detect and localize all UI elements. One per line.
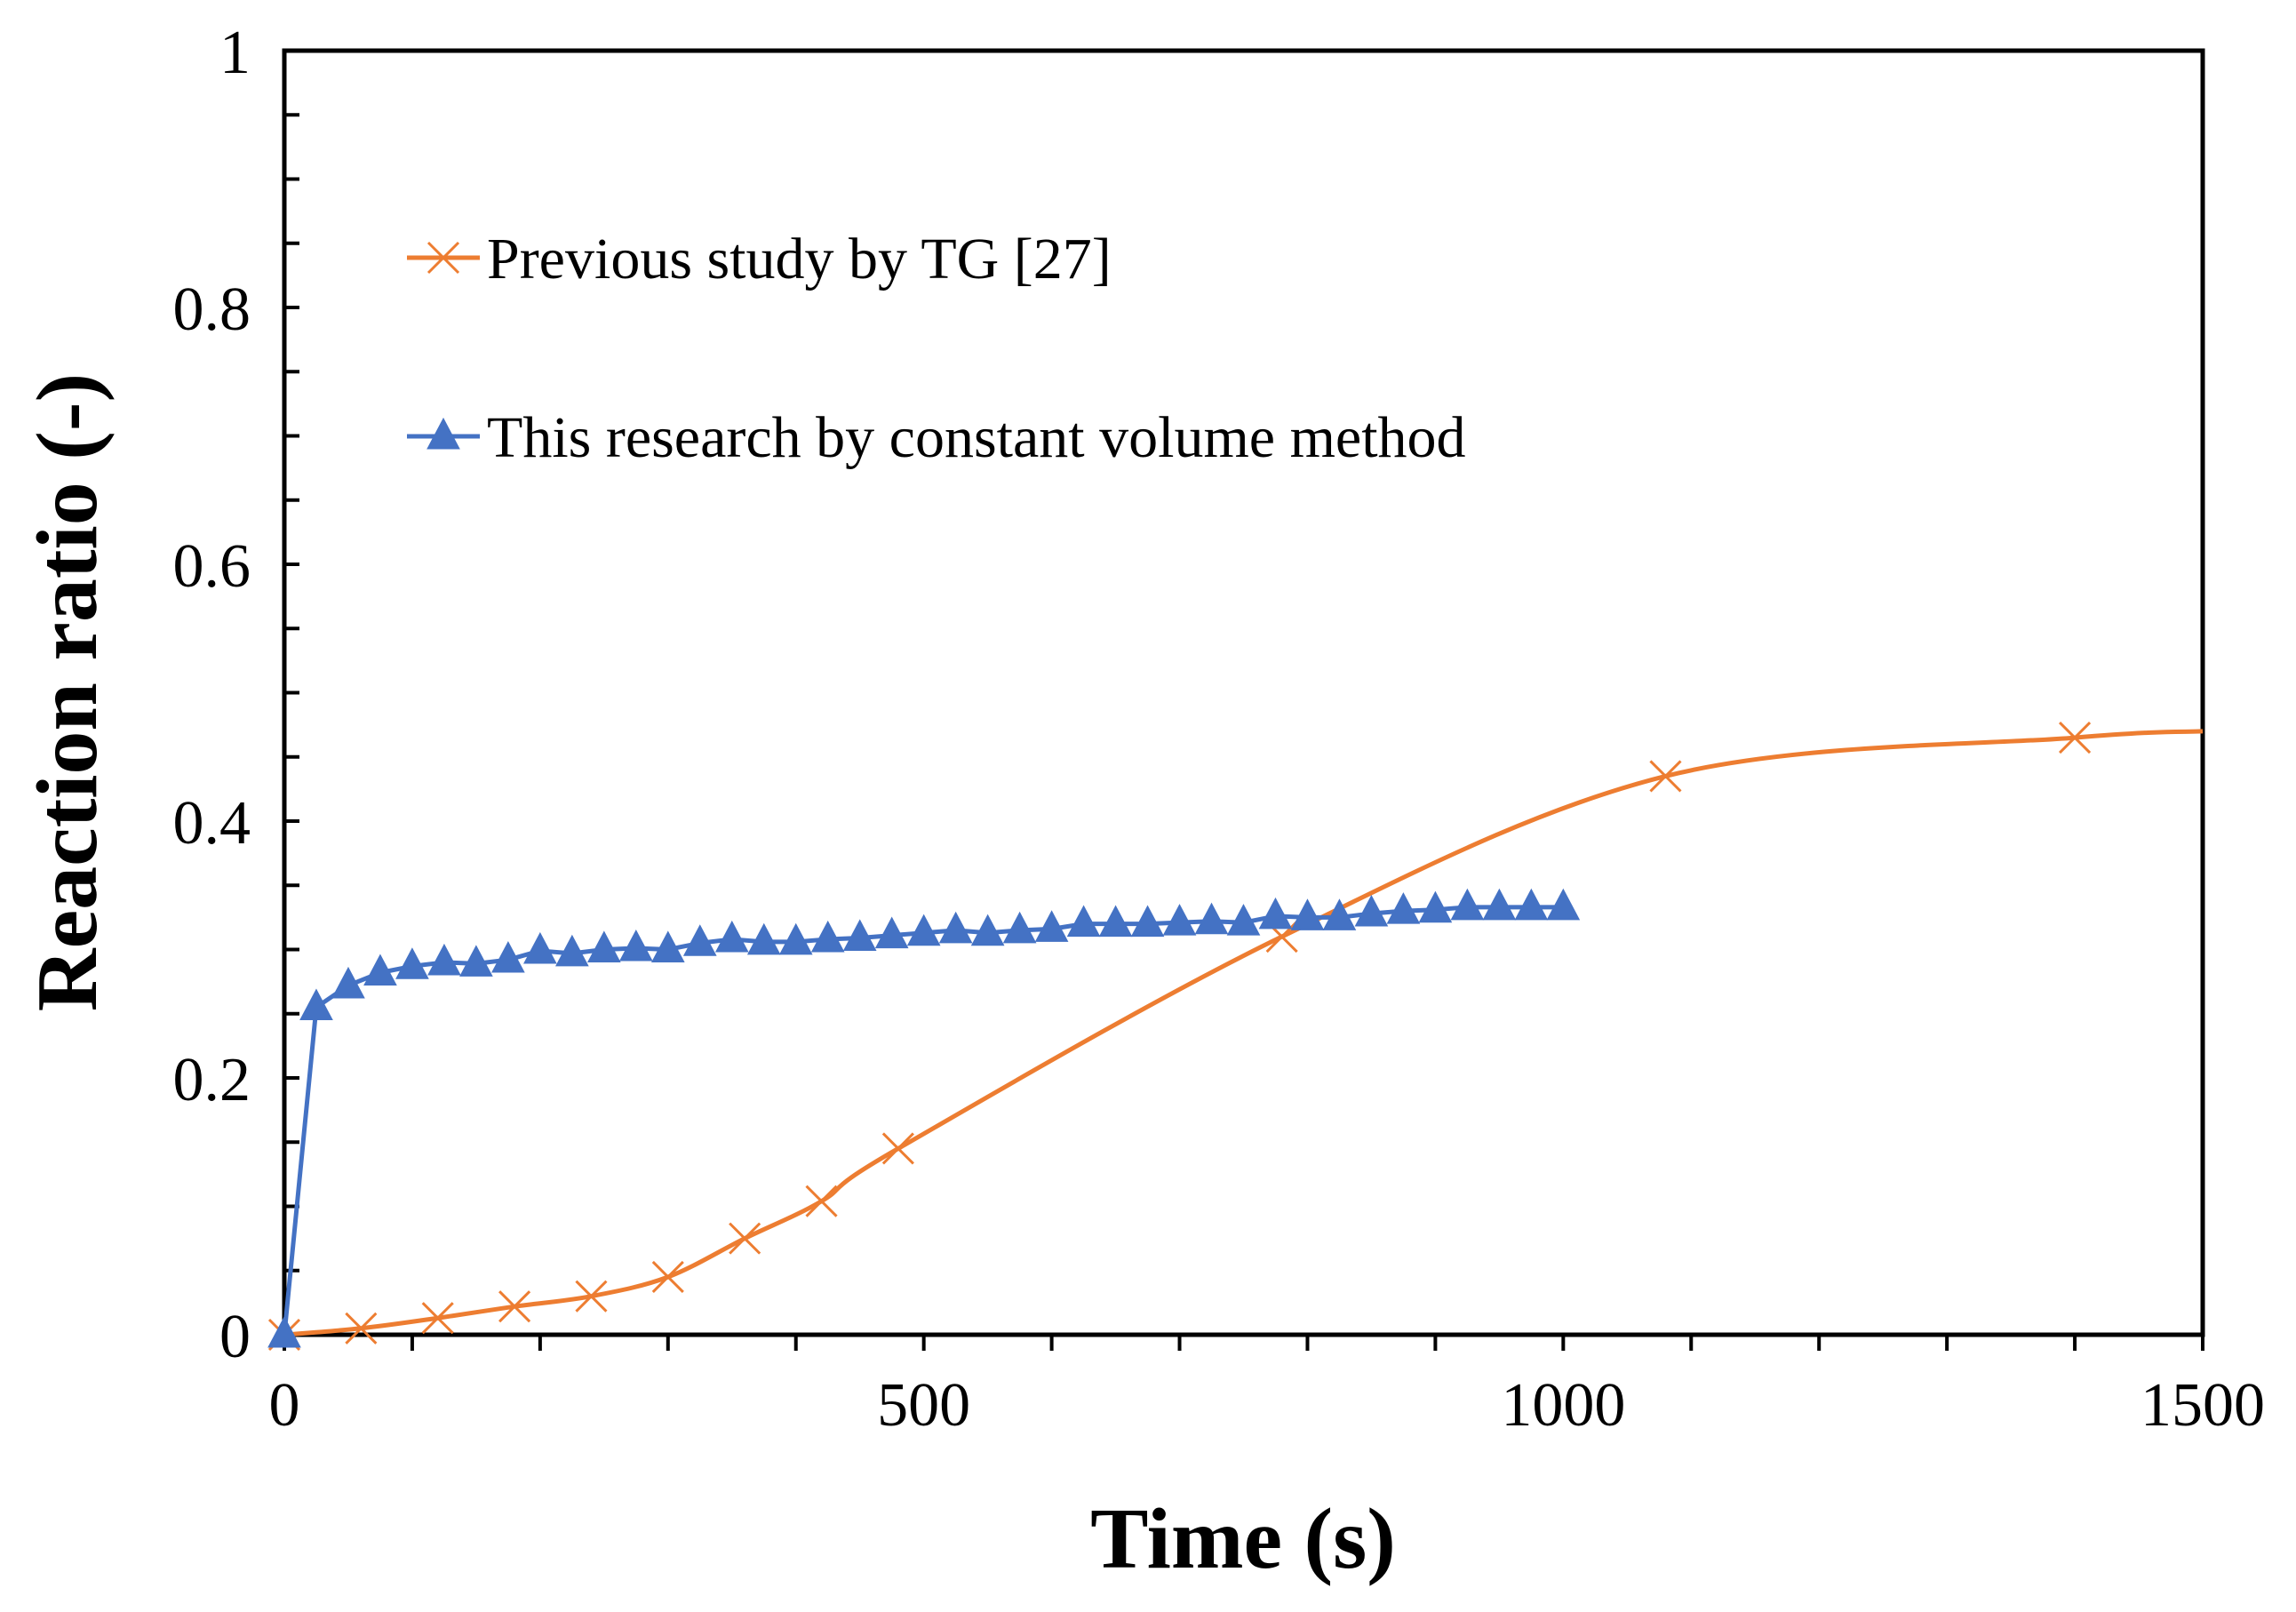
data-point xyxy=(1418,890,1453,923)
x-axis-ticks xyxy=(283,1335,2204,1351)
data-point xyxy=(427,943,461,976)
data-point xyxy=(1258,897,1293,930)
legend-marker-tg xyxy=(427,241,460,275)
legend-item-tg: Previous study by TG [27] xyxy=(407,227,1112,291)
data-point xyxy=(618,929,653,962)
legend: Previous study by TG [27] This research … xyxy=(407,227,1466,470)
marker-x-stroke xyxy=(881,1132,914,1165)
marker-x-stroke xyxy=(651,1260,684,1294)
data-point xyxy=(1162,904,1197,936)
marker-x-stroke xyxy=(2059,722,2092,754)
data-point xyxy=(714,920,749,953)
data-point xyxy=(421,1302,454,1335)
data-point xyxy=(1226,904,1261,936)
data-point xyxy=(1098,905,1133,938)
series-line xyxy=(283,729,2204,1337)
data-point xyxy=(1002,911,1037,944)
data-point xyxy=(881,1132,914,1165)
data-point xyxy=(2059,722,2092,754)
series-constant-volume xyxy=(267,888,1581,1348)
series-layer xyxy=(267,722,2204,1352)
data-point xyxy=(805,1185,838,1217)
y-axis-title: Reaction ratio (-) xyxy=(20,373,116,1011)
data-point xyxy=(587,930,621,962)
data-point xyxy=(491,940,525,973)
data-point xyxy=(345,1312,378,1345)
data-point xyxy=(970,914,1005,946)
data-point xyxy=(746,922,781,955)
data-point xyxy=(906,914,941,946)
marker-x-stroke xyxy=(421,1302,454,1335)
data-point xyxy=(729,1222,761,1255)
data-point xyxy=(1546,888,1581,921)
data-point xyxy=(1450,888,1485,921)
data-point xyxy=(874,916,909,949)
data-point xyxy=(810,920,845,953)
legend-label-constant-volume: This research by constant volume method xyxy=(487,405,1466,470)
data-point xyxy=(1066,905,1101,938)
y-tick-label: 1 xyxy=(219,19,251,87)
data-point xyxy=(682,924,717,956)
data-point xyxy=(395,947,429,979)
y-tick-label: 0.4 xyxy=(173,789,251,858)
y-tick-label: 0 xyxy=(219,1303,251,1371)
data-point xyxy=(650,930,685,962)
y-axis-ticks xyxy=(284,49,299,1337)
data-point xyxy=(1322,898,1357,930)
data-point xyxy=(331,966,365,999)
data-point xyxy=(1354,894,1389,927)
y-axis-tick-labels: 0 0.2 0.4 0.6 0.8 1 xyxy=(173,19,251,1371)
data-point xyxy=(1194,902,1229,935)
legend-item-constant-volume: This research by constant volume method xyxy=(407,405,1466,470)
x-tick-label: 1500 xyxy=(2141,1371,2265,1440)
marker-x-stroke xyxy=(345,1312,378,1345)
data-point xyxy=(1386,892,1421,924)
data-point xyxy=(1130,905,1165,938)
data-point xyxy=(555,934,589,967)
data-point xyxy=(778,922,813,955)
data-point xyxy=(498,1290,531,1323)
data-point xyxy=(299,988,333,1021)
data-point xyxy=(1034,910,1069,942)
data-point xyxy=(575,1280,608,1313)
data-point xyxy=(459,945,493,977)
data-point xyxy=(1482,888,1517,921)
y-tick-label: 0.8 xyxy=(173,275,251,344)
marker-x-stroke xyxy=(729,1222,761,1255)
data-point xyxy=(1290,898,1325,930)
data-point xyxy=(1649,760,1682,793)
marker-x-stroke xyxy=(1649,760,1682,793)
y-tick-label: 0.2 xyxy=(173,1046,251,1114)
x-tick-label: 0 xyxy=(269,1371,300,1440)
legend-marker-constant-volume xyxy=(427,417,460,450)
x-axis-tick-labels: 0 500 1000 1500 xyxy=(269,1371,2266,1440)
legend-marker-x xyxy=(427,241,460,275)
data-point xyxy=(523,931,557,964)
x-tick-label: 500 xyxy=(877,1371,970,1440)
data-point xyxy=(938,911,973,944)
marker-x-stroke xyxy=(805,1185,838,1217)
x-axis-title: Time (s) xyxy=(1090,1491,1396,1587)
data-point xyxy=(267,1315,301,1348)
y-tick-label: 0.6 xyxy=(173,532,251,601)
legend-label-tg: Previous study by TG [27] xyxy=(487,227,1112,291)
x-tick-label: 1000 xyxy=(1501,1371,1625,1440)
data-point xyxy=(651,1260,684,1294)
marker-x-stroke xyxy=(575,1280,608,1313)
marker-x-stroke xyxy=(1265,920,1298,954)
legend-marker-triangle xyxy=(427,417,460,450)
data-point xyxy=(1514,888,1549,921)
data-point xyxy=(363,954,397,986)
marker-x-stroke xyxy=(427,241,460,275)
marker-x-stroke xyxy=(498,1290,531,1323)
data-point xyxy=(842,919,877,951)
